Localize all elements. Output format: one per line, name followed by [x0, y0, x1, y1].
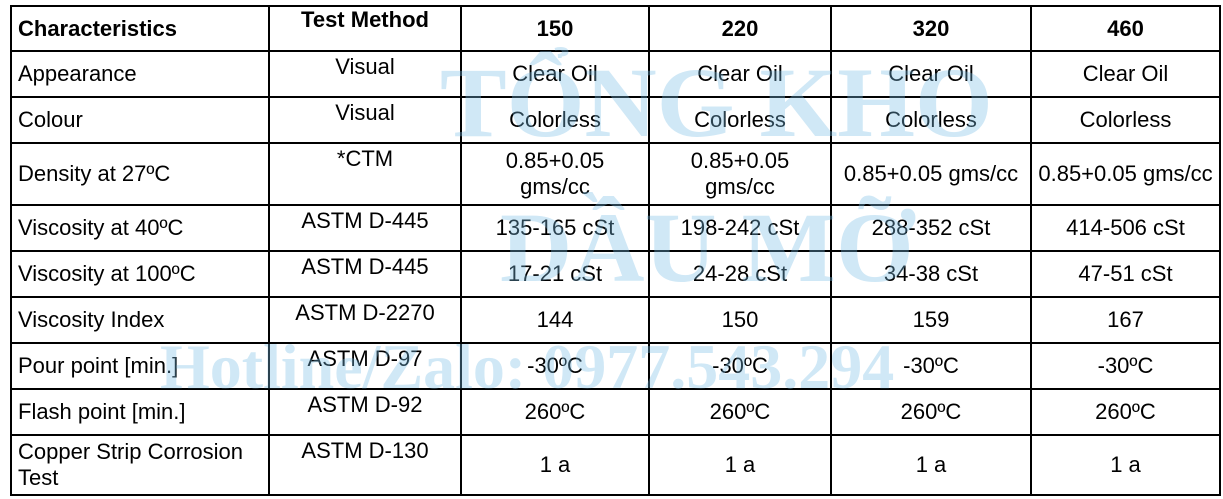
header-row: Characteristics Test Method 150 220 320 460 [10, 5, 1221, 52]
table-row: Pour point [min.] ASTM D-97 -30ºC -30ºC -30º… [10, 342, 1221, 390]
header-cell: 460 [1030, 5, 1221, 52]
table-cell: 159 [830, 296, 1032, 344]
header-cell: 320 [830, 5, 1032, 52]
table-cell: ASTM D-97 [268, 342, 462, 390]
header-cell: Characteristics [10, 5, 270, 52]
table-cell: Pour point [min.] [10, 342, 270, 390]
table-cell: ASTM D-445 [268, 250, 462, 298]
table-cell: Density at 27ºC [10, 142, 270, 206]
table-cell: 47-51 cSt [1030, 250, 1221, 298]
table-cell: 260ºC [648, 388, 832, 436]
table-cell: Clear Oil [830, 50, 1032, 98]
table-cell: -30ºC [648, 342, 832, 390]
table-row: Density at 27ºC *CTM 0.85+0.05 gms/cc 0.85+… [10, 142, 1221, 206]
table-cell: Colorless [648, 96, 832, 144]
header-cell: 220 [648, 5, 832, 52]
table-row: Appearance Visual Clear Oil Clear Oil Clear … [10, 50, 1221, 98]
table-cell: Colorless [460, 96, 650, 144]
table-cell: 34-38 cSt [830, 250, 1032, 298]
table-cell: 0.85+0.05 gms/cc [830, 142, 1032, 206]
table-row: Viscosity Index ASTM D-2270 144 150 159 167 [10, 296, 1221, 344]
table-cell: Copper Strip Corrosion Test [10, 434, 270, 496]
table-cell: 167 [1030, 296, 1221, 344]
table-cell: 260ºC [830, 388, 1032, 436]
table-row: Viscosity at 100ºC ASTM D-445 17-21 cSt 24-… [10, 250, 1221, 298]
table-cell: ASTM D-92 [268, 388, 462, 436]
header-cell: 150 [460, 5, 650, 52]
table-cell: Viscosity at 40ºC [10, 204, 270, 252]
table-cell: 24-28 cSt [648, 250, 832, 298]
table-row: Flash point [min.] ASTM D-92 260ºC 260ºC 260… [10, 388, 1221, 436]
table-cell: Colour [10, 96, 270, 144]
table-cell: Clear Oil [648, 50, 832, 98]
table-cell: 260ºC [460, 388, 650, 436]
table-cell: Visual [268, 96, 462, 144]
table-row: Colour Visual Colorless Colorless Colorless C… [10, 96, 1221, 144]
table-cell: 1 a [460, 434, 650, 496]
table-cell: ASTM D-445 [268, 204, 462, 252]
table-cell: Colorless [1030, 96, 1221, 144]
table-cell: 0.85+0.05 gms/cc [460, 142, 650, 206]
spec-table: Characteristics Test Method 150 220 320 460 Ap… [10, 5, 1221, 496]
table-cell: Viscosity Index [10, 296, 270, 344]
table-row: Copper Strip Corrosion Test ASTM D-130 1 a… [10, 434, 1221, 496]
table-cell: 135-165 cSt [460, 204, 650, 252]
table-cell: ASTM D-130 [268, 434, 462, 496]
table-cell: 144 [460, 296, 650, 344]
table-cell: Flash point [min.] [10, 388, 270, 436]
table-cell: 260ºC [1030, 388, 1221, 436]
table-cell: -30ºC [1030, 342, 1221, 390]
table-row: Viscosity at 40ºC ASTM D-445 135-165 cSt 19… [10, 204, 1221, 252]
table-cell: 198-242 cSt [648, 204, 832, 252]
table-cell: -30ºC [830, 342, 1032, 390]
table-cell: *CTM [268, 142, 462, 206]
table-cell: Clear Oil [460, 50, 650, 98]
table-cell: Clear Oil [1030, 50, 1221, 98]
table-cell: 0.85+0.05 gms/cc [648, 142, 832, 206]
table-cell: Viscosity at 100ºC [10, 250, 270, 298]
table-cell: Appearance [10, 50, 270, 98]
table-cell: 1 a [648, 434, 832, 496]
table-cell: 17-21 cSt [460, 250, 650, 298]
table-cell: 150 [648, 296, 832, 344]
table-cell: 1 a [830, 434, 1032, 496]
table-cell: Visual [268, 50, 462, 98]
table-cell: Colorless [830, 96, 1032, 144]
table-cell: ASTM D-2270 [268, 296, 462, 344]
table-cell: 288-352 cSt [830, 204, 1032, 252]
table-cell: 0.85+0.05 gms/cc [1030, 142, 1221, 206]
header-cell: Test Method [268, 5, 462, 52]
table-cell: 1 a [1030, 434, 1221, 496]
table-cell: 414-506 cSt [1030, 204, 1221, 252]
table-cell: -30ºC [460, 342, 650, 390]
